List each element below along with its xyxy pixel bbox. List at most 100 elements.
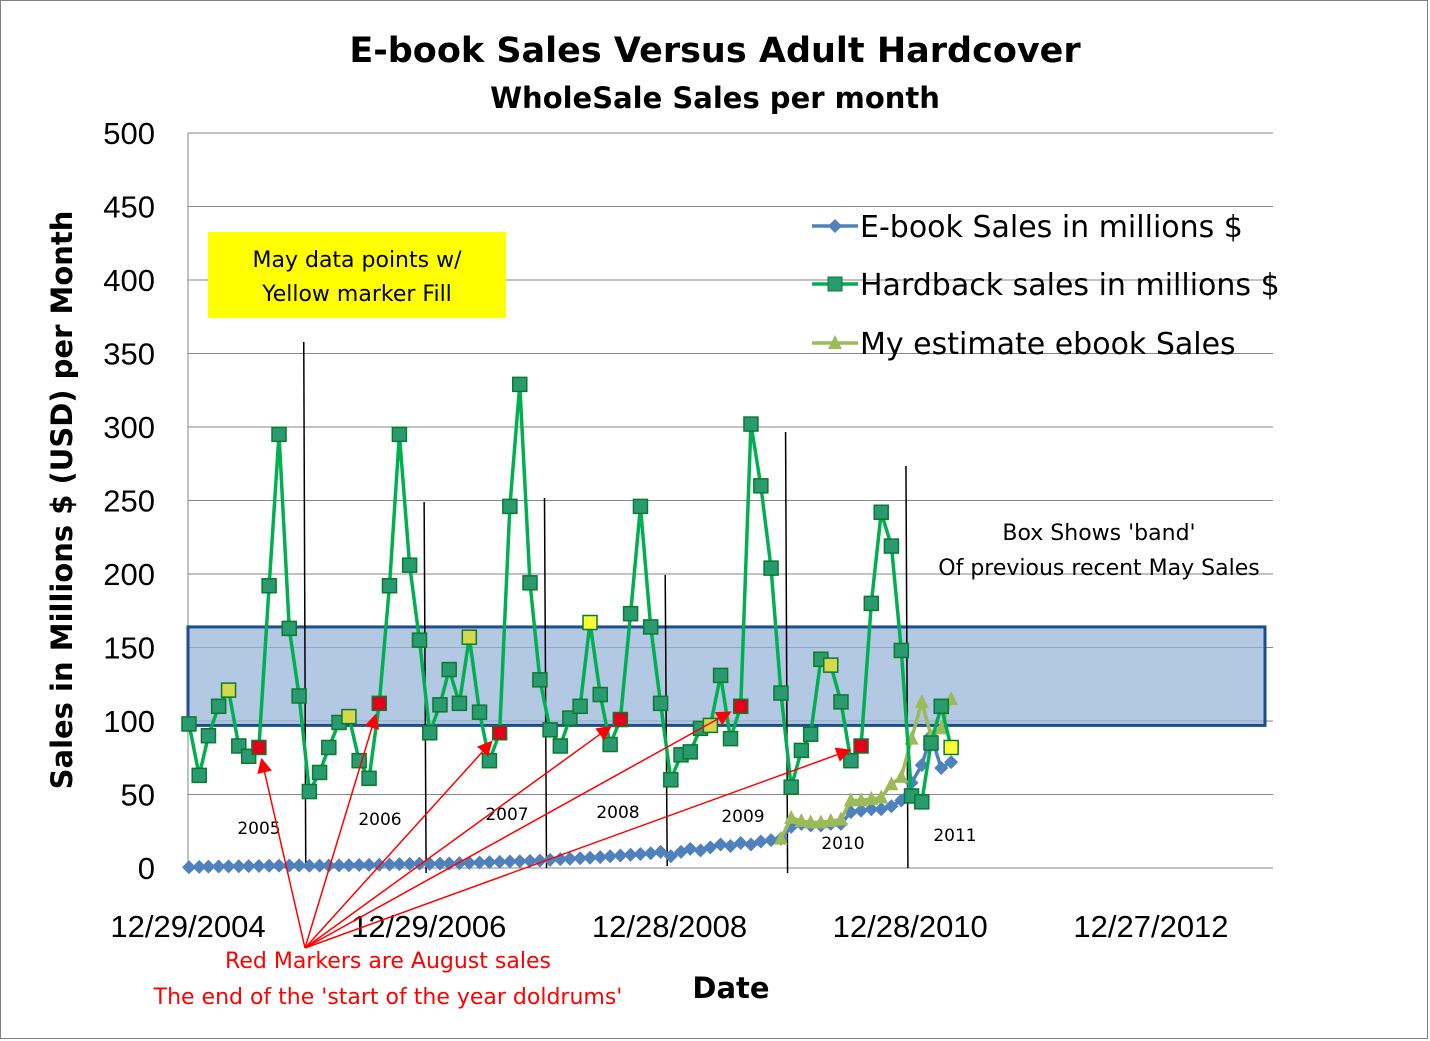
data-point-diamond (854, 803, 869, 818)
data-point-triangle (784, 810, 799, 825)
data-point-square (914, 794, 930, 810)
data-point-diamond (321, 858, 336, 873)
data-point-square (210, 698, 227, 715)
data-point-square (612, 711, 629, 728)
y-tick-label: 150 (103, 631, 155, 666)
may-note-line1: May data points w/ (253, 248, 463, 273)
legend-label: Hardback sales in millions $ (860, 268, 1280, 303)
y-tick-label: 0 (138, 851, 155, 886)
year-label: 2010 (821, 834, 864, 854)
red-note-line1: Red Markers are August sales (225, 949, 551, 974)
data-point-square (522, 575, 538, 591)
band-note-line2: Of previous recent May Sales (938, 556, 1259, 581)
data-point-square (361, 770, 377, 787)
data-point-square (301, 783, 318, 800)
data-point-diamond (934, 761, 949, 776)
data-point-square (602, 736, 618, 753)
data-point-diamond (341, 858, 356, 873)
data-point-square (461, 629, 478, 645)
data-point-diamond (703, 840, 718, 855)
data-point-square (251, 739, 267, 756)
x-tick-label: 12/28/2008 (592, 909, 747, 944)
x-tick-label: 12/27/2012 (1073, 909, 1228, 944)
data-point-square (512, 376, 528, 393)
data-point-triangle (803, 814, 818, 829)
data-point-square (191, 767, 207, 784)
data-point-diamond (884, 799, 899, 814)
data-point-square (843, 752, 859, 769)
chart-title: E-book Sales Versus Adult Hardcover (349, 31, 1081, 71)
data-point-diamond (332, 858, 347, 873)
data-point-diamond (573, 851, 588, 866)
legend-marker (827, 276, 843, 292)
data-point-diamond (713, 837, 728, 852)
legend-marker (828, 219, 842, 233)
data-point-square (341, 708, 357, 725)
series-line (187, 382, 953, 804)
data-point-square (632, 498, 649, 515)
data-point-diamond (583, 850, 598, 865)
data-point-diamond (181, 860, 196, 875)
y-tick-label: 300 (103, 410, 155, 445)
data-point-triangle (874, 789, 889, 804)
data-point-triangle (823, 812, 838, 827)
august-arrows (257, 711, 852, 949)
data-point-square (923, 735, 939, 751)
data-point-diamond (211, 859, 226, 874)
data-point-square (943, 739, 959, 756)
data-point-triangle (854, 792, 869, 807)
band-note-line1: Box Shows 'band' (1002, 521, 1195, 546)
data-point-diamond (221, 859, 236, 874)
year-label: 2008 (596, 803, 639, 823)
data-point-diamond (262, 858, 277, 873)
data-point-diamond (362, 857, 377, 872)
data-point-diamond (512, 854, 527, 869)
may-note-box (208, 232, 506, 318)
legend-label: My estimate ebook Sales (860, 327, 1236, 362)
x-tick-label: 12/29/2004 (110, 909, 265, 944)
data-point-diamond (231, 859, 246, 874)
data-point-diamond (864, 802, 879, 817)
data-point-square (933, 698, 949, 715)
data-point-square (311, 764, 328, 781)
legend: E-book Sales in millions $ Hardback sales… (812, 210, 1280, 362)
data-point-diamond (543, 852, 558, 867)
year-label: 2005 (237, 819, 280, 839)
data-point-diamond (633, 847, 648, 862)
data-point-diamond (382, 857, 397, 872)
data-point-diamond (352, 858, 367, 873)
data-point-diamond (251, 858, 266, 873)
data-point-square (763, 560, 779, 576)
data-point-triangle (894, 768, 909, 783)
data-point-square (652, 695, 669, 712)
data-point-square (712, 667, 729, 684)
data-point-square (793, 742, 810, 759)
data-point-square (421, 725, 438, 741)
data-point-square (893, 642, 910, 659)
data-point-square (883, 538, 900, 554)
data-point-diamond (312, 858, 327, 873)
data-point-square (743, 416, 759, 432)
data-point-diamond (192, 859, 207, 874)
data-point-diamond (272, 858, 287, 873)
year-label: 2009 (721, 807, 764, 827)
data-point-diamond (472, 855, 487, 870)
data-point-square (642, 619, 659, 635)
data-point-square (491, 725, 508, 741)
y-tick-label: 400 (103, 263, 155, 298)
y-tick-label: 250 (103, 484, 155, 519)
data-point-diamond (402, 856, 417, 871)
data-point-square (562, 710, 578, 726)
year-divider-line (303, 341, 307, 869)
august-arrow (304, 711, 732, 949)
data-point-square (381, 578, 398, 594)
y-axis-ticks: 0 50 100 150 200 250 300 350 400 450 500 (103, 116, 155, 886)
data-point-diamond (502, 854, 517, 869)
data-point-diamond (663, 849, 678, 864)
data-point-square (753, 478, 769, 494)
data-point-square (291, 688, 307, 704)
data-point-square (532, 672, 548, 688)
august-arrow (304, 747, 852, 949)
year-divider-line (664, 574, 668, 867)
